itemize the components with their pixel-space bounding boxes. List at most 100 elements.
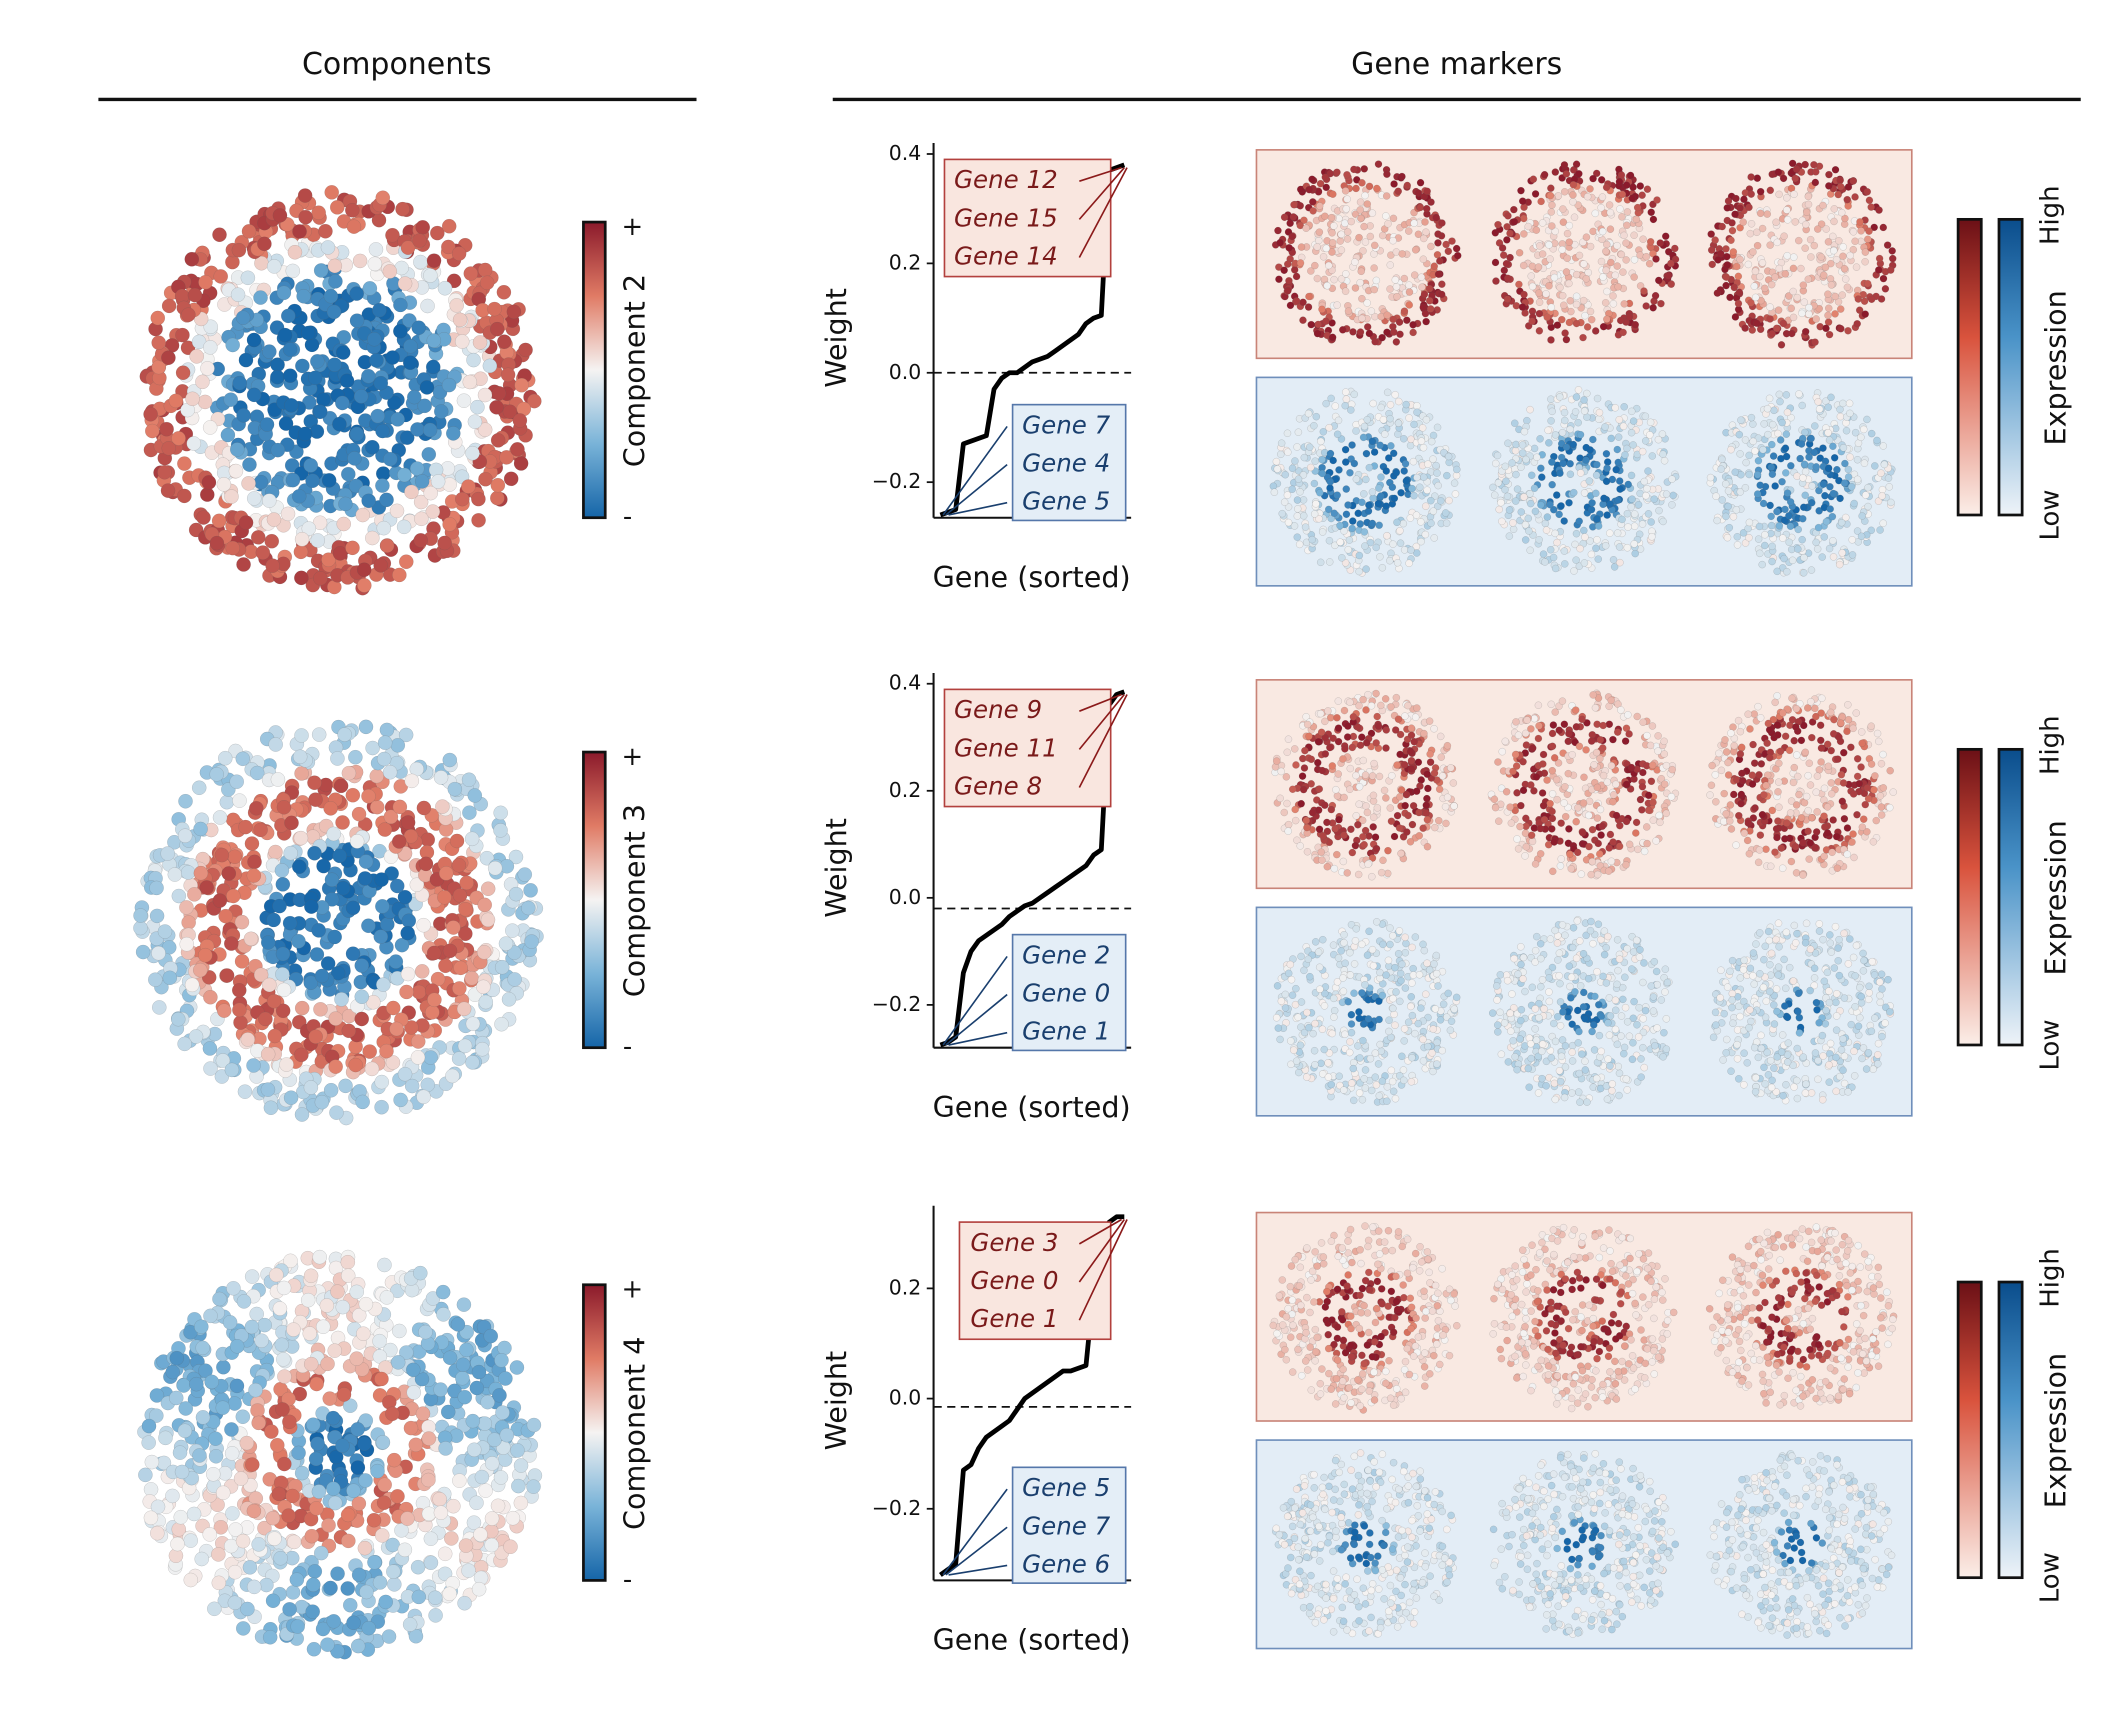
spatial-spot [1434, 481, 1442, 490]
spatial-spot [1747, 220, 1756, 228]
spatial-spot [449, 298, 464, 313]
spatial-spot [1548, 407, 1556, 416]
spatial-spot [1609, 556, 1618, 564]
spatial-spot [1503, 295, 1512, 303]
spatial-spot [1602, 183, 1611, 192]
spatial-spot [334, 992, 349, 1007]
colorbar-plus: + [622, 742, 644, 772]
spatial-spot [212, 810, 228, 825]
spatial-spot [1388, 483, 1397, 491]
spatial-spot [175, 327, 190, 343]
spatial-spot [416, 800, 432, 816]
spatial-spot [438, 866, 454, 881]
spatial-spot [1643, 484, 1651, 493]
spatial-spot [452, 888, 468, 903]
spatial-spot [1790, 253, 1798, 261]
spatial-spot [1791, 174, 1799, 183]
spatial-spot [1382, 467, 1391, 475]
spatial-spot [177, 456, 192, 471]
spatial-spot [310, 354, 325, 369]
spatial-spot [202, 1041, 218, 1056]
spatial-spot [1528, 282, 1537, 291]
spatial-spot [1606, 208, 1615, 217]
spatial-spot [1597, 257, 1606, 266]
spatial-spot [229, 774, 244, 789]
spatial-spot [303, 458, 319, 473]
spatial-spot [1376, 553, 1384, 561]
spatial-spot [304, 899, 319, 914]
spatial-spot [1386, 804, 1395, 812]
spatial-spot [471, 491, 486, 507]
spatial-spot [1589, 227, 1597, 236]
spatial-spot [1383, 170, 1391, 179]
spatial-spot [1662, 490, 1671, 498]
spatial-spot [354, 989, 370, 1005]
spatial-spot [287, 244, 303, 260]
spatial-spot [1378, 231, 1387, 240]
spatial-spot [1442, 819, 1450, 828]
spatial-spot [1583, 192, 1592, 201]
spatial-spot [348, 1057, 363, 1073]
spatial-spot [452, 312, 468, 328]
spatial-spot [1582, 275, 1590, 283]
spatial-spot [1837, 324, 1845, 333]
spatial-spot [1623, 444, 1631, 453]
spatial-spot [231, 242, 247, 258]
spatial-spot [1310, 510, 1319, 518]
spatial-spot [1531, 507, 1540, 516]
spatial-spot [1342, 270, 1350, 278]
spatial-spot [1591, 327, 1600, 335]
spatial-spot [1837, 518, 1846, 527]
spatial-spot [1572, 393, 1581, 401]
spatial-spot [1336, 521, 1344, 530]
spatial-spot [162, 970, 178, 986]
spatial-spot [149, 908, 165, 924]
spatial-spot [195, 374, 210, 390]
spatial-spot [1350, 165, 1358, 174]
spatial-spot [1627, 471, 1636, 480]
spatial-spot [1313, 329, 1322, 338]
spatial-spot [388, 954, 404, 969]
spatial-spot [1849, 228, 1858, 236]
spatial-spot [490, 477, 506, 493]
spatial-spot [236, 557, 251, 572]
spatial-spot [213, 269, 229, 284]
spatial-spot [1622, 181, 1631, 189]
spatial-spot [1370, 448, 1379, 456]
spatial-spot [453, 960, 468, 976]
spatial-spot [1422, 317, 1430, 326]
spatial-spot [161, 298, 177, 314]
spatial-spot [275, 877, 291, 892]
spatial-spot [438, 958, 453, 974]
spatial-spot [1542, 290, 1550, 298]
spatial-spot [1358, 179, 1366, 187]
spatial-spot [1294, 428, 1303, 436]
spatial-spot [1842, 426, 1851, 435]
spatial-spot [500, 367, 516, 383]
spatial-spot [1321, 801, 1329, 809]
spatial-spot [1603, 464, 1611, 473]
spatial-spot [1618, 190, 1627, 199]
spatial-spot [1291, 816, 1300, 825]
spatial-spot [1447, 764, 1455, 772]
spatial-spot [373, 929, 389, 944]
spatial-spot [1333, 430, 1342, 439]
spatial-spot [1714, 256, 1722, 264]
spatial-spot [203, 1061, 218, 1076]
spatial-spot [1839, 243, 1847, 251]
spatial-spot [1613, 445, 1622, 454]
spatial-spot [447, 781, 463, 797]
spatial-spot [1386, 400, 1395, 409]
spatial-spot [1779, 174, 1788, 183]
spatial-spot [1527, 272, 1535, 280]
spatial-spot [1834, 190, 1843, 199]
spatial-spot [1735, 430, 1744, 439]
spatial-spot [230, 287, 246, 302]
spatial-spot [1599, 273, 1607, 281]
spatial-spot [1277, 767, 1285, 776]
spatial-spot [1284, 820, 1293, 829]
spatial-spot [260, 935, 276, 950]
spatial-spot [1611, 404, 1619, 412]
spatial-spot [1379, 856, 1387, 865]
spatial-spot [347, 451, 362, 466]
